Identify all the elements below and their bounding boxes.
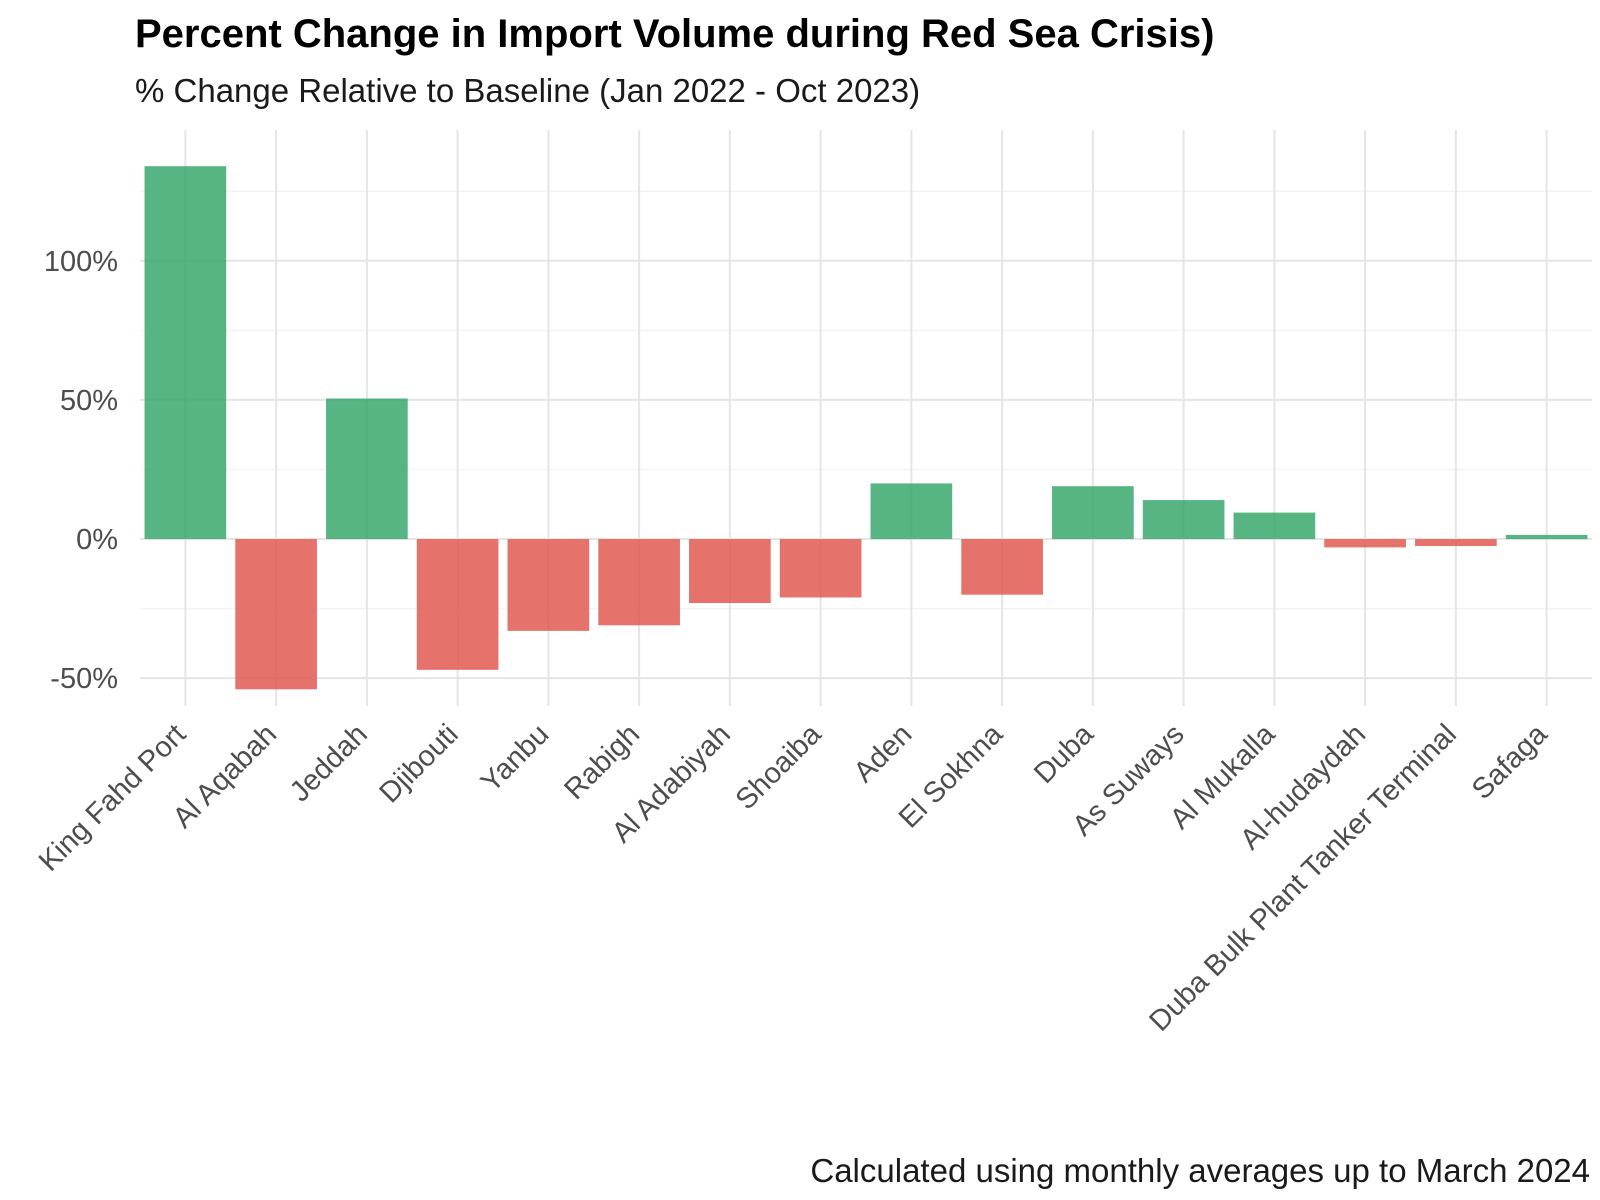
x-tick-label: Rabigh — [558, 718, 646, 806]
bar — [1142, 500, 1225, 540]
x-tick-label: Shoaiba — [730, 718, 828, 816]
bar — [1415, 539, 1497, 546]
x-tick-label: Djibouti — [374, 718, 465, 809]
bars — [144, 166, 1588, 690]
y-axis-ticks: -50% 0% 50% 100% — [44, 246, 118, 695]
bar — [1052, 486, 1134, 540]
chart-caption: Calculated using monthly averages up to … — [810, 1152, 1590, 1189]
bar — [1233, 512, 1316, 540]
bar — [507, 539, 590, 631]
bar — [1505, 534, 1588, 540]
bar — [870, 483, 953, 540]
y-tick-label: 50% — [60, 385, 118, 417]
x-tick-label: Yanbu — [475, 718, 555, 798]
y-tick-label: -50% — [50, 663, 118, 695]
bar — [961, 539, 1043, 595]
x-tick-label: Jeddah — [284, 718, 374, 808]
bar — [1324, 539, 1406, 548]
x-tick-label: King Fahd Port — [33, 718, 192, 877]
y-tick-label: 0% — [76, 524, 118, 556]
y-tick-label: 100% — [44, 246, 118, 278]
bar — [416, 539, 499, 670]
bar — [235, 539, 317, 690]
x-tick-label: Safaga — [1466, 718, 1554, 806]
bar — [598, 539, 680, 626]
bar — [689, 539, 771, 604]
bar — [779, 539, 862, 598]
bar — [326, 398, 408, 540]
chart-subtitle: % Change Relative to Baseline (Jan 2022 … — [135, 72, 921, 109]
chart-title: Percent Change in Import Volume during R… — [135, 12, 1215, 56]
bar — [144, 166, 227, 540]
x-tick-label: Aden — [848, 718, 919, 789]
x-tick-label: Duba — [1028, 718, 1100, 790]
